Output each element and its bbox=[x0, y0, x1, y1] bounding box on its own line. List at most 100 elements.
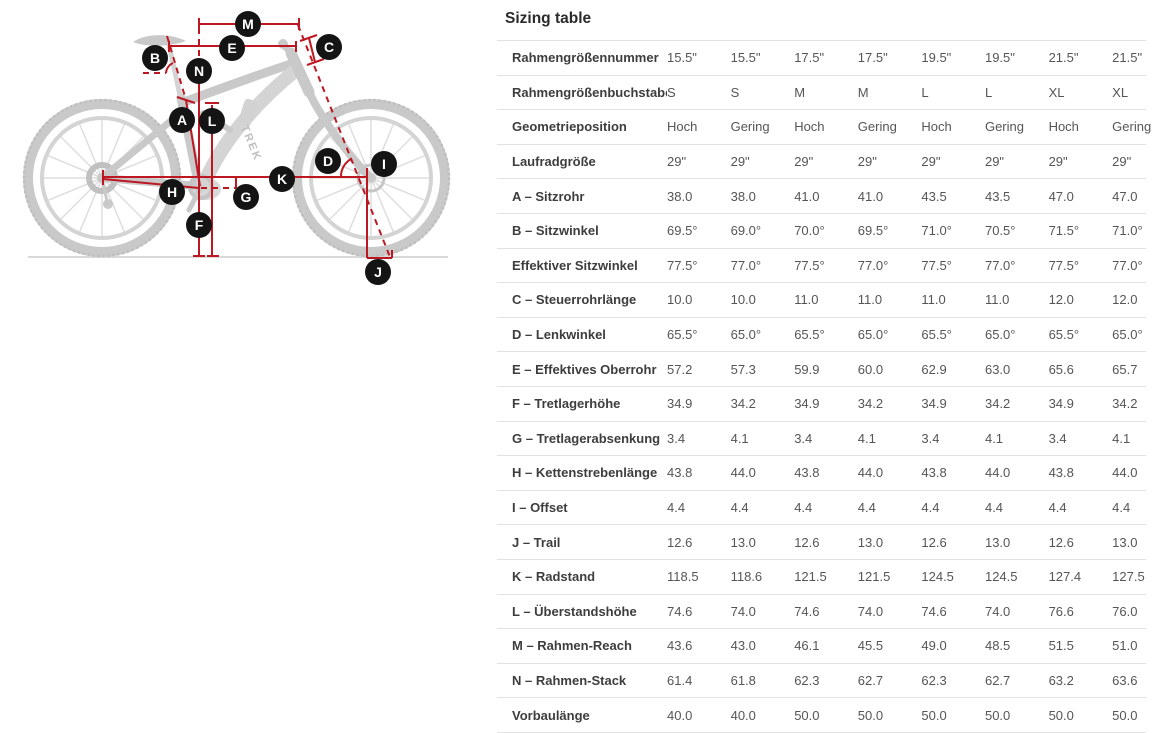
table-cell: 4.4 bbox=[667, 500, 686, 516]
row-label: I – Offset bbox=[512, 500, 568, 516]
table-cell: 121.5 bbox=[794, 569, 827, 585]
table-cell: 29" bbox=[1112, 154, 1132, 170]
table-cell: 77.0° bbox=[984, 257, 1016, 273]
table-cell: 51.0 bbox=[1112, 638, 1138, 654]
table-cell: 71.0° bbox=[1112, 223, 1143, 239]
table-cell: L bbox=[984, 84, 993, 100]
row-label: M – Rahmen-Reach bbox=[512, 638, 632, 654]
table-row: K – Radstand 118.5 118.6 121.5 121.5 124.5 124… bbox=[497, 560, 1146, 595]
head-tube bbox=[285, 47, 315, 98]
row-label: H – Kettenstrebenlänge bbox=[512, 465, 658, 481]
table-cell: 77.5° bbox=[794, 257, 825, 273]
table-cell: 62.9 bbox=[921, 361, 947, 377]
table-cell: 77.5° bbox=[1048, 257, 1080, 273]
table-cell: 34.2 bbox=[857, 396, 884, 412]
water-bottle bbox=[238, 98, 257, 127]
table-cell: 15.5" bbox=[730, 50, 761, 66]
table-cell: 63.2 bbox=[1048, 672, 1074, 688]
table-cell: 63.0 bbox=[984, 361, 1011, 377]
table-cell: 59.9 bbox=[794, 361, 820, 377]
table-row: Rahmengrößenbuchstabe S S M M L L XL XL bbox=[497, 76, 1146, 111]
table-cell: 124.5 bbox=[984, 569, 1018, 585]
table-cell: 77.0° bbox=[730, 257, 762, 273]
table-cell: 4.4 bbox=[1048, 500, 1067, 516]
table-row: G – Tretlagerabsenkung 3.4 4.1 3.4 4.1 3.4 4.1… bbox=[497, 422, 1146, 457]
table-cell: 65.5° bbox=[921, 327, 952, 343]
table-cell: 50.0 bbox=[794, 707, 820, 723]
table-cell: 21.5" bbox=[1048, 50, 1079, 66]
table-cell: 40.0 bbox=[667, 707, 693, 723]
table-cell: 43.8 bbox=[1048, 465, 1074, 481]
diagram-label-k: K bbox=[269, 166, 295, 192]
table-cell: 46.1 bbox=[794, 638, 820, 654]
table-cell: Gering bbox=[857, 119, 897, 135]
table-cell: 34.9 bbox=[667, 396, 693, 412]
table-cell: 69.5° bbox=[857, 223, 889, 239]
table-cell: 50.0 bbox=[921, 707, 947, 723]
row-label: B – Sitzwinkel bbox=[512, 223, 599, 239]
table-cell: Gering bbox=[730, 119, 770, 135]
table-cell: 29" bbox=[1048, 154, 1068, 170]
sizing-table-pane: Sizing table Rahmengrößennummer 15.5" 15.5… bbox=[497, 0, 1151, 733]
table-cell: 77.0° bbox=[1112, 257, 1143, 273]
table-cell: 70.0° bbox=[794, 223, 825, 239]
table-cell: 74.6 bbox=[667, 603, 693, 619]
table-cell: 21.5" bbox=[1112, 50, 1143, 66]
row-label: Laufradgröße bbox=[512, 154, 596, 170]
table-row: I – Offset 4.4 4.4 4.4 4.4 4.4 4.4 4.4 4.4 bbox=[497, 491, 1146, 526]
table-cell: S bbox=[667, 84, 676, 100]
row-label: G – Tretlagerabsenkung bbox=[512, 430, 661, 446]
table-cell: 69.0° bbox=[730, 223, 762, 239]
table-cell: 4.4 bbox=[794, 500, 813, 516]
table-cell: 76.0 bbox=[1112, 603, 1138, 619]
sizing-table: Rahmengrößennummer 15.5" 15.5" 17.5" 17.5" 19… bbox=[497, 40, 1151, 733]
table-row: Laufradgröße 29" 29" 29" 29" 29" 29" 29" 29" bbox=[497, 145, 1146, 180]
table-cell: 121.5 bbox=[857, 569, 891, 585]
table-cell: 12.0 bbox=[1048, 292, 1074, 308]
table-row: Effektiver Sitzwinkel 77.5° 77.0° 77.5° 77.0… bbox=[497, 249, 1146, 284]
diagram-label-g: G bbox=[233, 184, 259, 210]
diagram-label-a: A bbox=[169, 107, 195, 133]
diagram-label-n: N bbox=[186, 58, 212, 84]
table-cell: 11.0 bbox=[984, 292, 1010, 308]
row-label: Rahmengrößenbuchstabe bbox=[512, 84, 667, 100]
table-cell: 44.0 bbox=[1112, 465, 1138, 481]
table-cell: 43.0 bbox=[730, 638, 756, 654]
table-row: H – Kettenstrebenlänge 43.8 44.0 43.8 44.0 43… bbox=[497, 456, 1146, 491]
table-cell: 4.4 bbox=[857, 500, 876, 516]
table-cell: 44.0 bbox=[857, 465, 884, 481]
table-cell: 12.0 bbox=[1112, 292, 1138, 308]
table-row: L – Überstandshöhe 74.6 74.0 74.6 74.0 74.6 74… bbox=[497, 595, 1146, 630]
table-cell: 44.0 bbox=[984, 465, 1011, 481]
brand-text: TREK bbox=[238, 124, 263, 164]
handlebar bbox=[278, 39, 288, 49]
table-cell: 76.6 bbox=[1048, 603, 1074, 619]
row-label: D – Lenkwinkel bbox=[512, 327, 606, 343]
diagram-label-i: I bbox=[371, 151, 397, 177]
table-cell: 34.2 bbox=[984, 396, 1011, 412]
table-cell: 65.5° bbox=[794, 327, 825, 343]
table-cell: 4.1 bbox=[984, 430, 1004, 446]
diagram-label-d: D bbox=[315, 148, 341, 174]
table-cell: 124.5 bbox=[921, 569, 954, 585]
table-cell: 74.0 bbox=[730, 603, 756, 619]
table-cell: 44.0 bbox=[730, 465, 756, 481]
table-cell: 13.0 bbox=[1112, 534, 1138, 550]
measure-d-headangle bbox=[339, 158, 352, 178]
table-cell: 65.7 bbox=[1112, 361, 1138, 377]
table-cell: 3.4 bbox=[1048, 430, 1067, 446]
table-cell: 69.5° bbox=[667, 223, 698, 239]
table-cell: 65.5° bbox=[667, 327, 698, 343]
diagram-label-l: L bbox=[199, 108, 225, 134]
diagram-label-c: C bbox=[316, 34, 342, 60]
table-cell: 77.0° bbox=[857, 257, 889, 273]
table-cell: 4.4 bbox=[730, 500, 749, 516]
table-row: C – Steuerrohrlänge 10.0 10.0 11.0 11.0 11.0 1… bbox=[497, 283, 1146, 318]
table-cell: 4.4 bbox=[984, 500, 1004, 516]
table-row: M – Rahmen-Reach 43.6 43.0 46.1 45.5 49.0 48.5… bbox=[497, 629, 1146, 664]
table-cell: 48.5 bbox=[984, 638, 1011, 654]
table-cell: 34.9 bbox=[921, 396, 947, 412]
table-cell: 60.0 bbox=[857, 361, 884, 377]
row-label: Vorbaulänge bbox=[512, 707, 590, 723]
table-cell: 65.0° bbox=[984, 327, 1016, 343]
